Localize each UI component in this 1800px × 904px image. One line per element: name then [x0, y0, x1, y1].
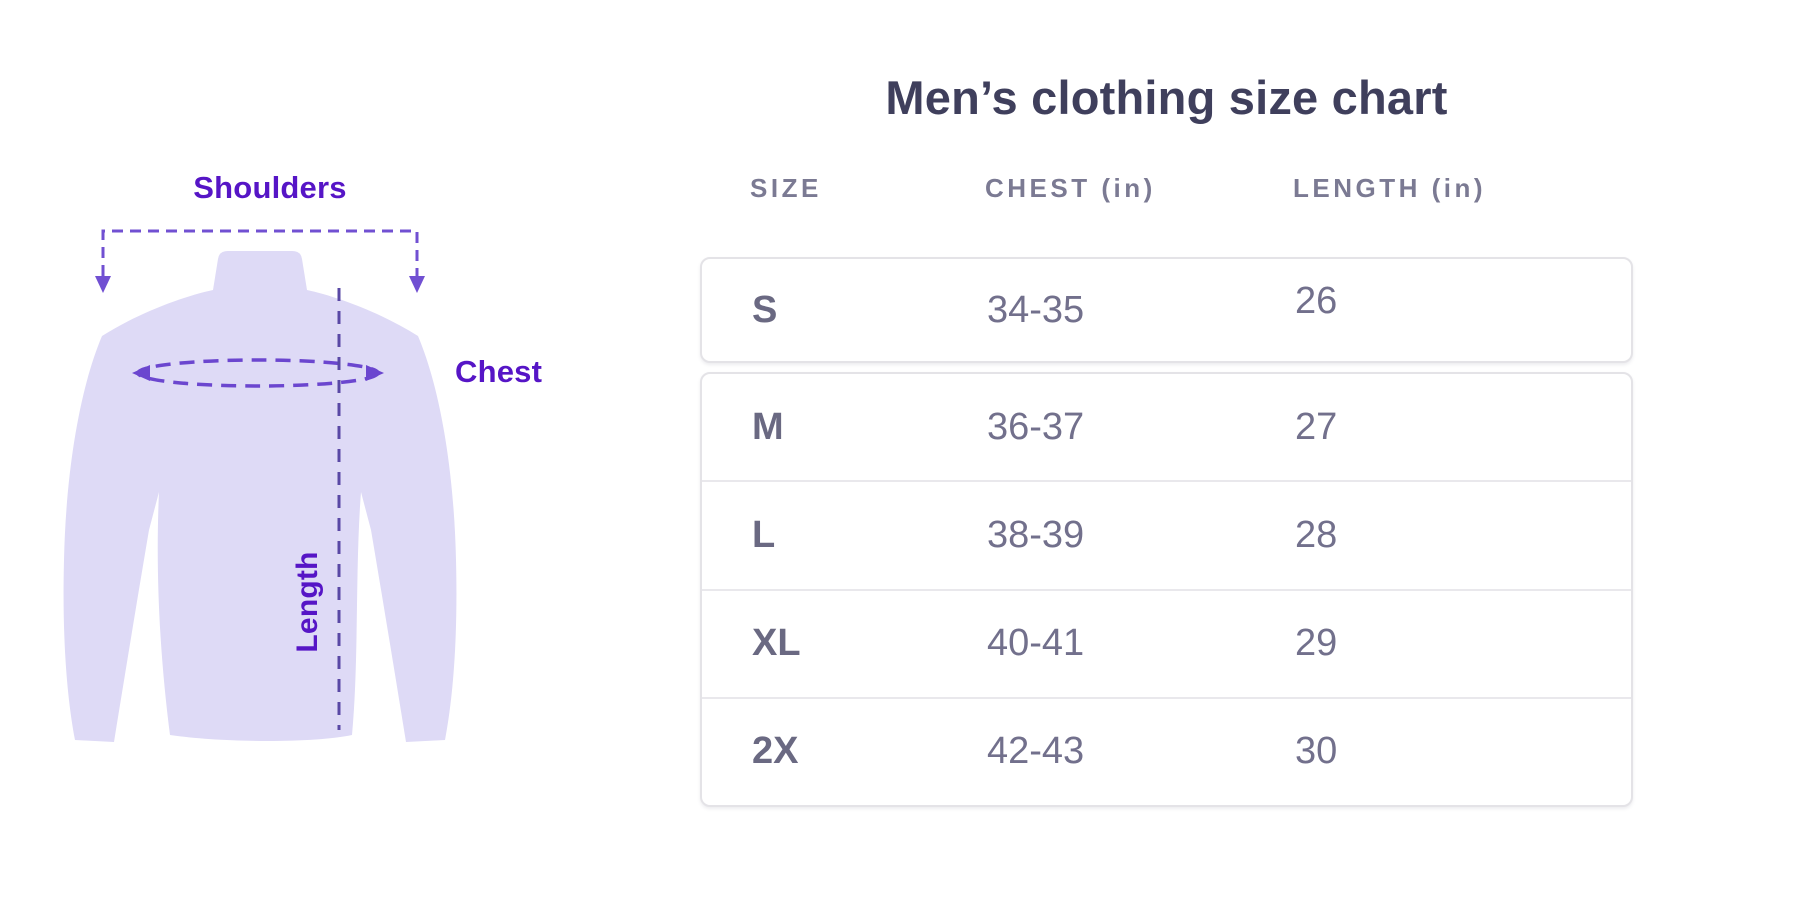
cell-size: L	[752, 513, 776, 556]
table-card-top: S 34-35 26	[700, 257, 1633, 363]
table-card-bottom: M 36-37 27 L 38-39 28 XL 40-41 29 2X 42-…	[700, 372, 1633, 807]
cell-chest: 34-35	[987, 288, 1085, 331]
column-header-chest: CHEST (in)	[985, 173, 1156, 203]
cell-chest: 40-41	[987, 622, 1085, 665]
cell-length: 26	[1295, 279, 1338, 322]
column-header-size: SIZE	[750, 173, 822, 203]
shoulders-bracket-line	[101, 229, 419, 276]
table-row: XL 40-41 29	[702, 588, 1631, 697]
cell-length: 27	[1295, 405, 1338, 448]
shoulders-label: Shoulders	[193, 170, 347, 205]
shirt-silhouette-shape	[63, 251, 457, 742]
shirt-measurement-diagram: Shoulders Chest Length	[40, 140, 600, 820]
cell-size: M	[752, 405, 784, 448]
table-row: 2X 42-43 30	[702, 696, 1631, 805]
cell-size: XL	[752, 622, 801, 665]
cell-chest: 36-37	[987, 405, 1085, 448]
table-header-row: SIZE CHEST (in) LENGTH (in)	[700, 173, 1633, 204]
shirt-diagram-svg	[63, 229, 457, 742]
table-row: M 36-37 27	[702, 374, 1631, 480]
cell-size: 2X	[752, 730, 799, 773]
page-title: Men’s clothing size chart	[885, 71, 1448, 124]
down-arrow-icon	[409, 276, 425, 293]
table-row: L 38-39 28	[702, 480, 1631, 588]
table-row: S 34-35 26	[702, 259, 1631, 361]
column-header-length: LENGTH (in)	[1293, 173, 1487, 203]
cell-length: 28	[1295, 513, 1338, 556]
chest-label: Chest	[455, 354, 543, 389]
cell-length: 29	[1295, 622, 1338, 665]
length-label: Length	[291, 551, 324, 653]
down-arrow-icon	[95, 276, 111, 293]
right-arrow-icon	[366, 365, 384, 381]
cell-chest: 42-43	[987, 730, 1085, 773]
left-arrow-icon	[132, 365, 150, 381]
cell-length: 30	[1295, 730, 1338, 773]
cell-chest: 38-39	[987, 513, 1085, 556]
cell-size: S	[752, 288, 778, 331]
